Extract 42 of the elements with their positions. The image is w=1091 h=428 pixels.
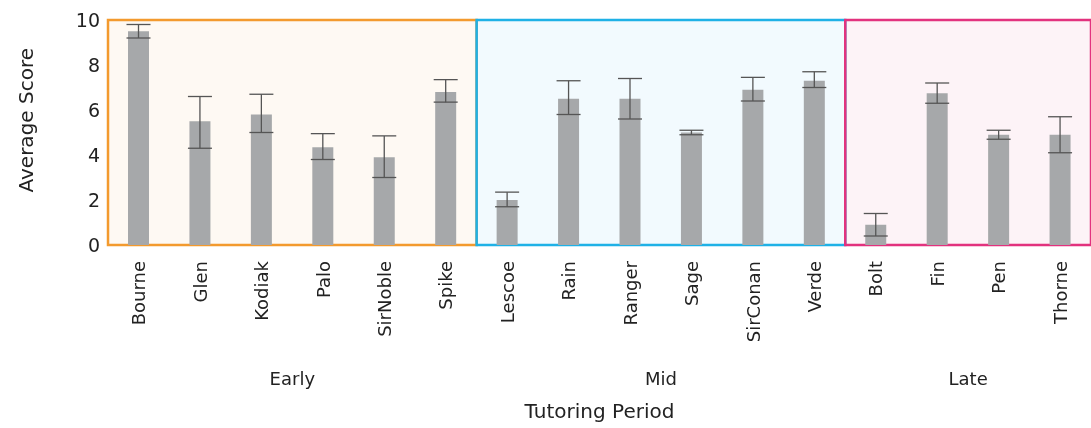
x-tick-label: Bourne	[128, 261, 150, 326]
y-tick-label: 10	[75, 8, 100, 31]
x-tick-label: Bolt	[865, 261, 887, 297]
x-axis-title: Tutoring Period	[523, 399, 675, 423]
x-tick-label: Sage	[681, 261, 703, 306]
y-tick-label: 8	[87, 53, 100, 76]
bar	[250, 114, 272, 245]
x-tick-label: Ranger	[619, 260, 641, 326]
bar	[619, 98, 641, 245]
bar	[988, 134, 1010, 245]
y-tick-label: 6	[87, 98, 100, 121]
y-tick-label: 0	[87, 233, 100, 256]
bar	[312, 147, 334, 245]
y-tick-label: 4	[87, 143, 100, 166]
x-tick-label: SirNoble	[373, 261, 395, 337]
x-tick-label: Lescoe	[496, 261, 518, 324]
x-tick-label: Spike	[435, 261, 457, 310]
bar	[496, 200, 518, 245]
bar	[189, 121, 211, 245]
x-tick-label: Fin	[926, 261, 948, 287]
bar	[742, 89, 764, 245]
bar	[373, 157, 395, 245]
text: Mid	[644, 368, 677, 389]
text: Early	[269, 368, 316, 389]
bar	[558, 98, 580, 245]
x-tick-label: Thorne	[1049, 261, 1071, 325]
text: Late	[948, 368, 988, 389]
y-axis-title: Average Score	[14, 47, 39, 193]
bar	[803, 80, 825, 245]
bar	[926, 93, 948, 245]
x-tick-label: Kodiak	[251, 260, 273, 321]
x-tick-label: Rain	[558, 261, 580, 301]
x-tick-label: Palo	[312, 261, 334, 299]
x-tick-label: Verde	[804, 261, 826, 313]
y-tick-label: 2	[87, 188, 100, 211]
bar	[128, 31, 149, 245]
x-tick-label: Glen	[189, 261, 211, 303]
x-tick-label: SirConan	[742, 261, 764, 343]
bar	[1049, 134, 1071, 245]
bar	[680, 132, 702, 245]
bar	[435, 92, 457, 245]
x-tick-label: Pen	[988, 261, 1010, 294]
